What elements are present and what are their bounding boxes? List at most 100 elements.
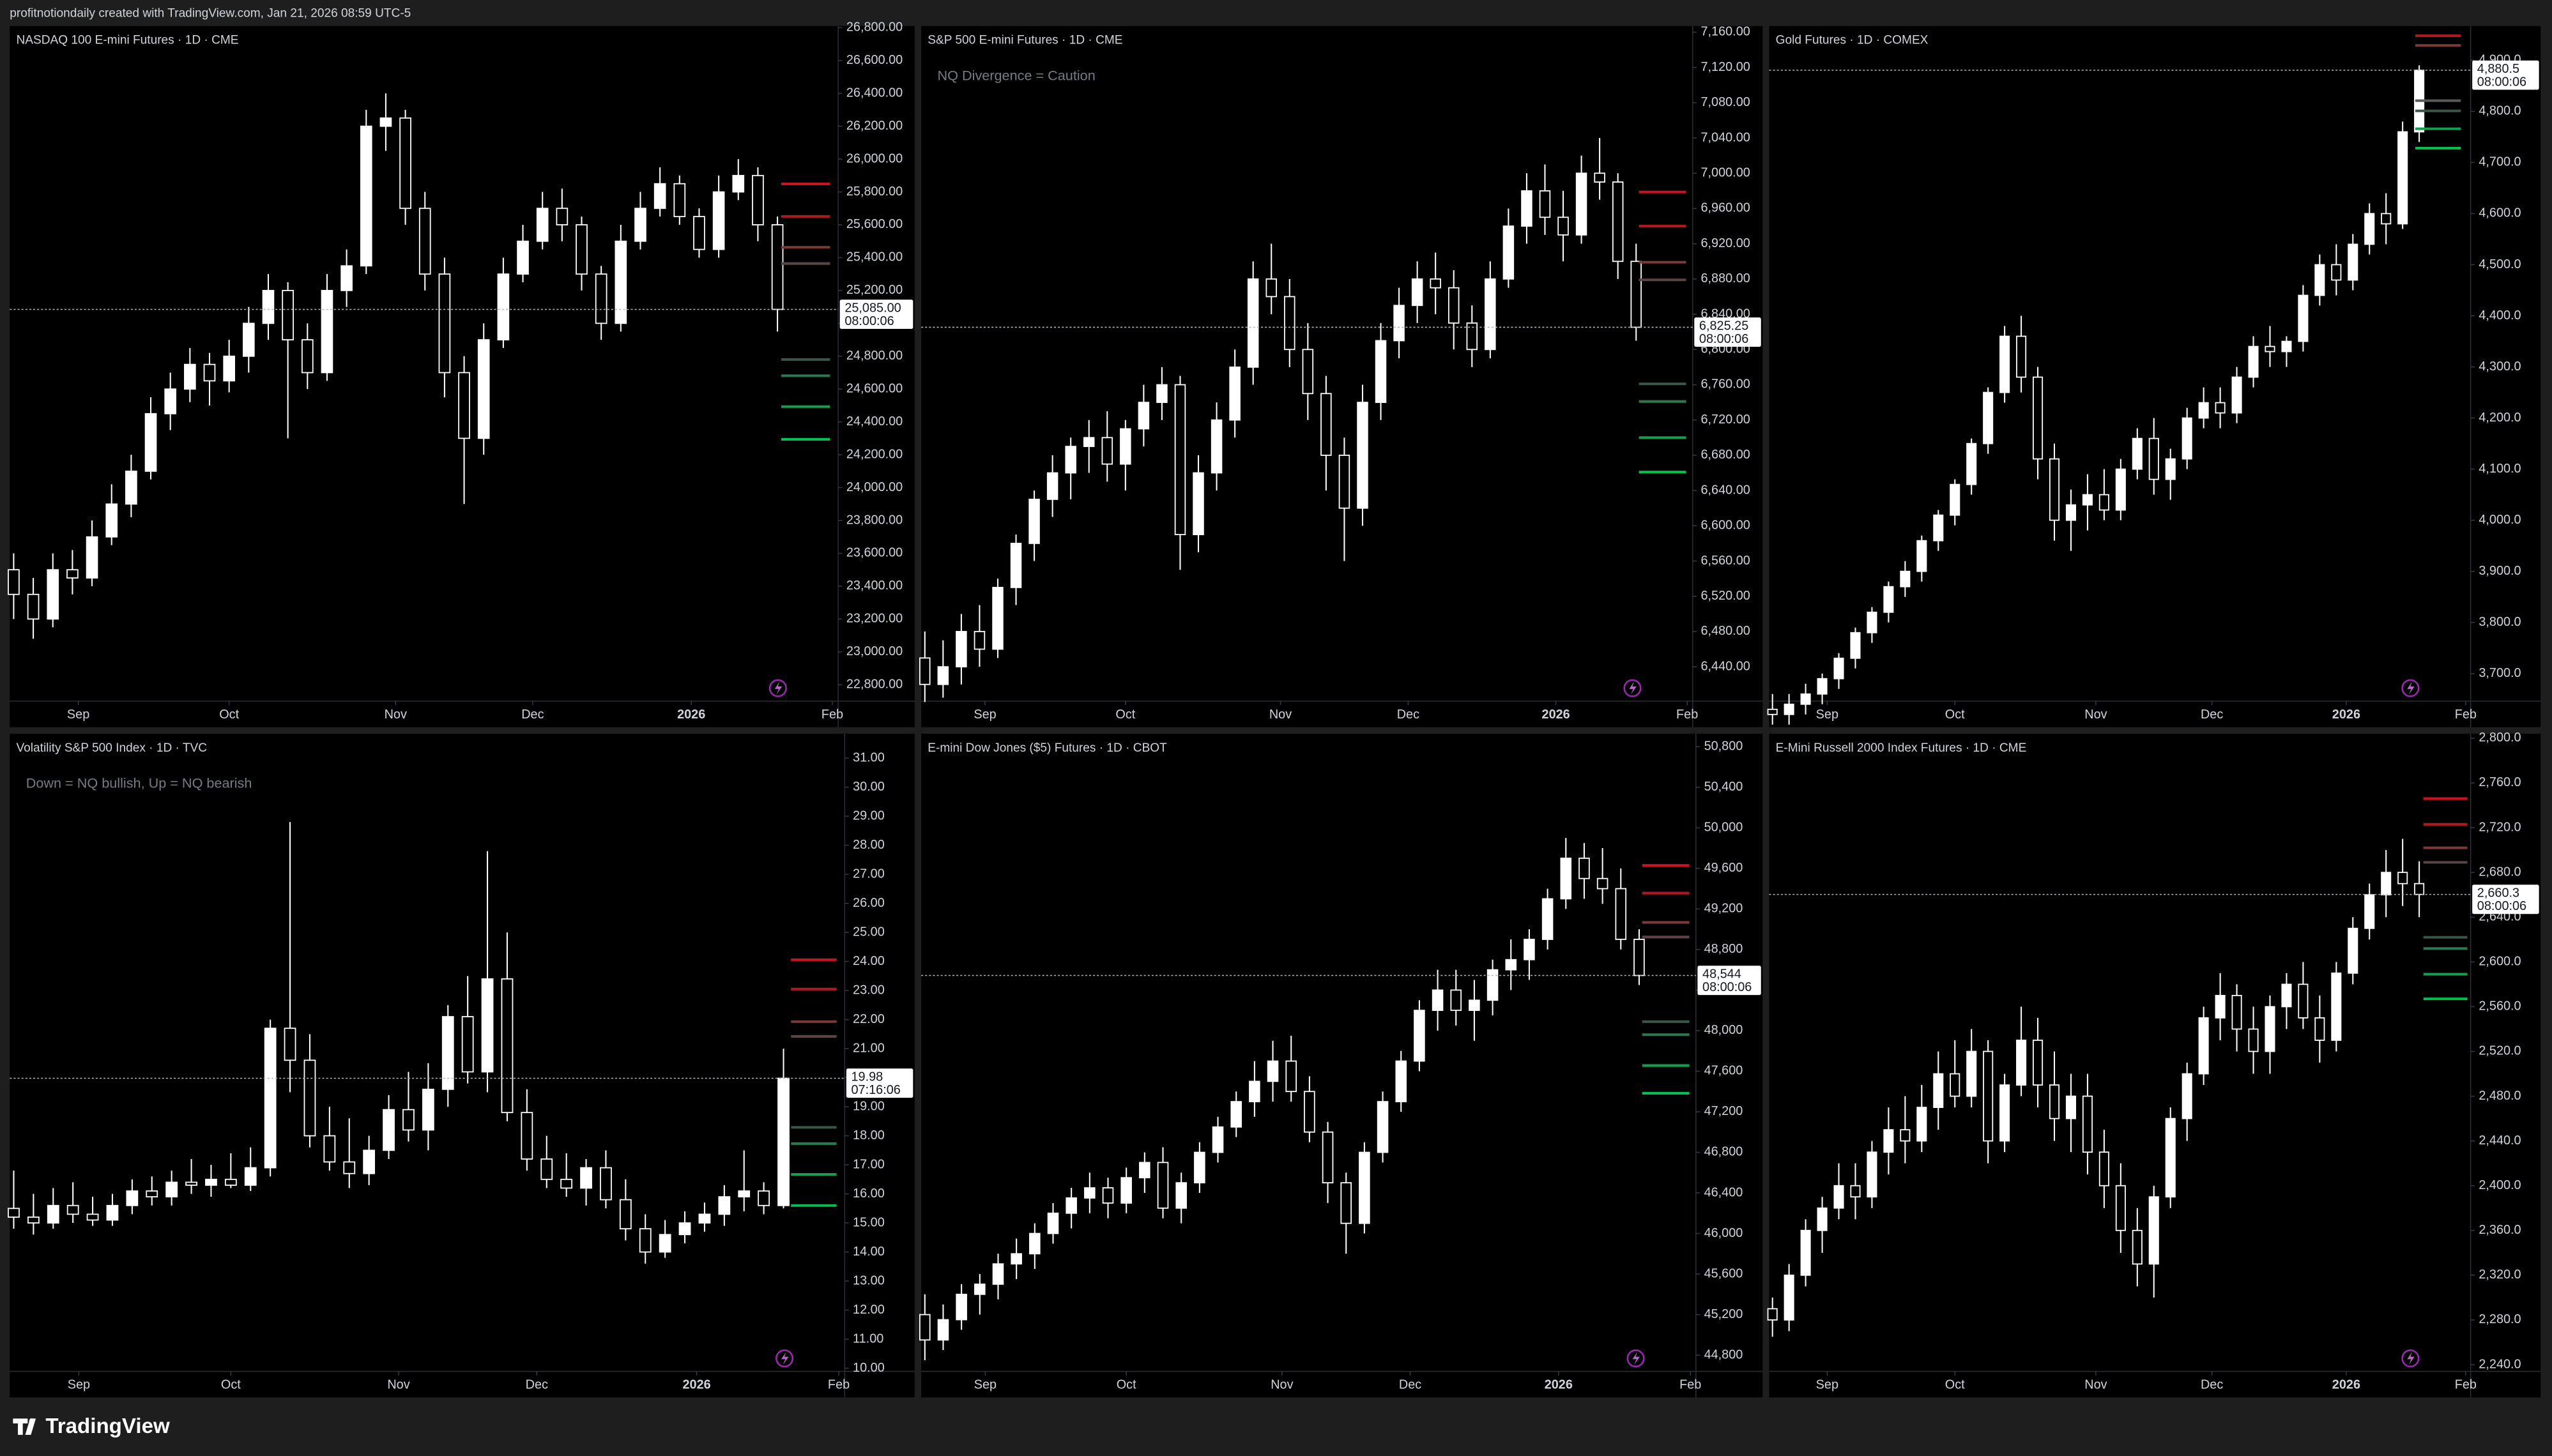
y-tick-label: 26,400.00 [846,86,903,100]
candle-body [2198,402,2209,419]
candle-body [144,413,157,472]
candle-body [2132,437,2143,470]
x-tick-label: 2026 [677,708,705,722]
x-tick-label: Sep [1816,1377,1838,1392]
candle-body [1156,384,1168,403]
y-tick-label: 6,960.00 [1700,201,1750,215]
candle-body [1833,1185,1844,1209]
candle-body [1083,437,1095,447]
candle-body [956,1293,967,1321]
candle-body [363,1149,376,1174]
candle-body [1521,190,1532,227]
candle-body [1630,261,1642,328]
y-tick-label: 23,000.00 [846,644,903,658]
candle-body [282,290,294,340]
candle-body [536,208,549,242]
y-tick-label: 30.00 [853,780,885,794]
y-tick-label: 23,400.00 [846,579,903,593]
x-tick-label: Dec [1399,1377,1421,1392]
candle-body [223,355,235,382]
candle-body [481,978,494,1073]
candle-body [1230,1101,1242,1128]
candle-body [1285,1060,1297,1093]
y-tick-label: 50,800 [1704,739,1743,753]
candle-body [1833,657,1844,679]
candle-body [1469,999,1480,1012]
candle-body [1120,1177,1132,1204]
y-tick-label: 24.00 [853,954,885,968]
y-tick-label: 3,800.0 [2479,615,2521,629]
candle-body [2148,1196,2159,1265]
candle-body [242,322,255,357]
candle-body [399,117,411,209]
candle-body [146,1190,158,1197]
candle-body [777,1077,790,1206]
candle-body [698,1213,711,1224]
candle-body [956,631,967,668]
x-tick-label: Nov [1269,708,1292,722]
countdown-label: 08:00:06 [1702,980,1752,994]
candle-body [2248,1028,2259,1052]
candle-body [2198,1017,2209,1075]
candle-body [1029,1232,1041,1255]
chart-title: NASDAQ 100 E-mini Futures · 1D · CME [16,34,238,47]
y-tick-label: 7,120.00 [1700,60,1750,74]
candle-body [1304,1091,1315,1133]
y-tick-label: 6,640.00 [1700,483,1750,497]
y-tick-label: 7,080.00 [1700,95,1750,109]
candle-body [458,372,470,439]
candle-body [2033,1040,2044,1086]
candle-body [2248,345,2259,378]
candle-body [919,1314,931,1341]
candle-body [1800,693,1811,705]
candle-body [1633,939,1645,976]
candle-body [1900,1129,1911,1142]
y-tick-label: 24,200.00 [846,447,903,461]
y-tick-label: 25,600.00 [846,217,903,231]
candle-body [2331,972,2342,1041]
candle-body [2397,872,2408,884]
candle-body [560,1178,573,1189]
candle-body [653,183,666,209]
candle-body [1267,1060,1279,1082]
candle-body [693,216,705,250]
y-tick-label: 23,800.00 [846,513,903,527]
candle-body [1322,1131,1334,1184]
y-tick-label: 46,400 [1704,1185,1743,1199]
candle-body [497,273,510,340]
x-tick-label: 2026 [1545,1377,1573,1392]
candle-body [343,1161,356,1174]
y-tick-label: 2,560.0 [2479,999,2521,1013]
candle-body [1340,1182,1352,1224]
last-price-label: 19.98 [852,1070,883,1084]
candle-body [1046,472,1058,500]
candle-body [2265,1006,2275,1052]
last-price-label: 4,880.5 [2477,62,2519,76]
candle-body [501,978,514,1114]
candle-body [47,1204,59,1224]
candle-body [1066,1197,1077,1214]
y-tick-label: 49,200 [1704,902,1743,916]
y-tick-label: 2,480.0 [2479,1089,2521,1103]
candle-body [1377,1101,1389,1153]
candle-body [1767,708,1778,715]
x-tick-label: Sep [974,708,996,722]
candle-body [2381,213,2392,225]
candle-body [105,503,118,538]
x-tick-label: Oct [221,1377,241,1392]
y-tick-label: 4,400.0 [2479,308,2521,322]
panel-background [921,733,1763,1398]
x-tick-label: Oct [1117,1377,1136,1392]
candle-body [673,183,686,218]
last-price-box [1694,317,1761,347]
y-tick-label: 4,200.0 [2479,411,2521,425]
candle-body [1983,391,1994,444]
y-tick-label: 22.00 [853,1012,885,1026]
chart-panel: S&P 500 E-mini Futures · 1D · CME NQ Dive… [919,25,1763,727]
candle-body [2065,504,2076,521]
countdown-label: 08:00:06 [1699,332,1748,346]
alert-icon [776,1349,794,1368]
y-tick-label: 23,600.00 [846,546,903,560]
x-tick-label: Dec [521,708,544,722]
candle-body [86,536,98,579]
